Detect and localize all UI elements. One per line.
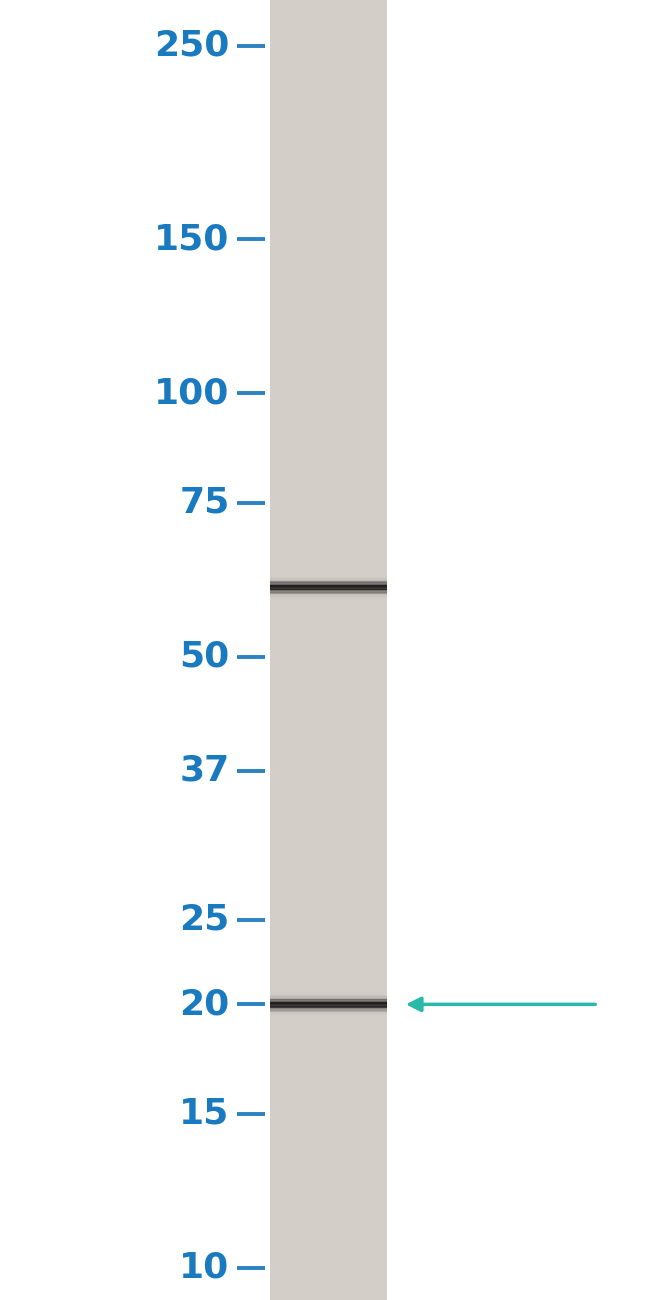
Text: 150: 150	[154, 222, 229, 256]
Text: 10: 10	[179, 1251, 229, 1284]
Text: 20: 20	[179, 988, 229, 1022]
Text: 25: 25	[179, 902, 229, 936]
Text: 100: 100	[154, 377, 229, 411]
Text: 37: 37	[179, 754, 229, 788]
Text: 250: 250	[154, 29, 229, 62]
Text: 75: 75	[179, 486, 229, 520]
Text: 50: 50	[179, 640, 229, 673]
Bar	[270, 0, 387, 1300]
Text: 15: 15	[179, 1097, 229, 1131]
